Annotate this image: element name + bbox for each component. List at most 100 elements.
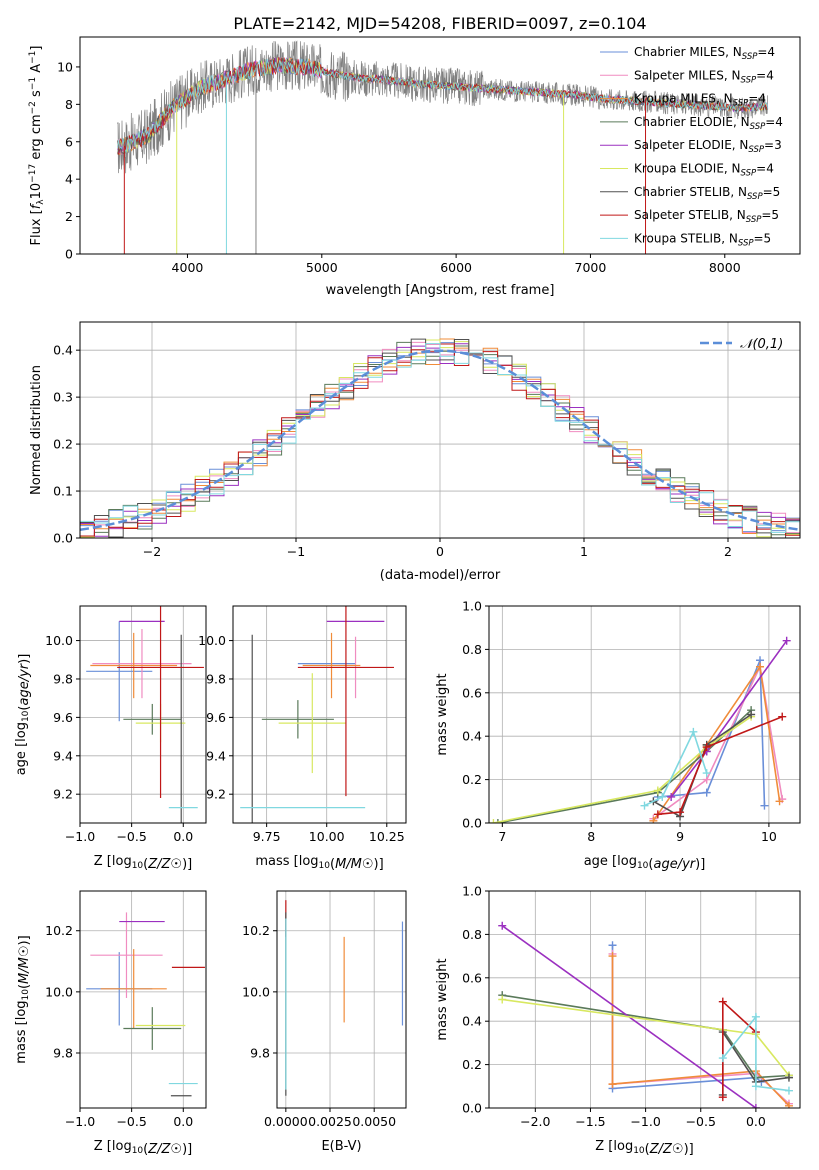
panel-6: 0.0000 0.0025 0.0050 9.8 10.0 10.2 E(B-V) bbox=[242, 890, 407, 1154]
panel-1: −2 −1 0 1 2 0.0 0.1 0.2 0.3 0.4 𝒩(0,1) (data-model)… bbox=[29, 321, 801, 583]
mass-weight-marker bbox=[489, 819, 498, 823]
x-tick-label: −1.0 bbox=[65, 1114, 95, 1129]
mass-weight-marker bbox=[676, 808, 685, 817]
legend-label: 𝒩(0,1) bbox=[740, 337, 783, 352]
mass-weight-marker bbox=[649, 816, 658, 823]
axes-frame bbox=[79, 890, 207, 1109]
x-tick-label: 0.0 bbox=[173, 1114, 193, 1129]
x-tick-label: 0.0050 bbox=[352, 1114, 396, 1129]
mass-weight-marker bbox=[778, 712, 787, 721]
legend-label: Kroupa ELODIE, NSSP=4 bbox=[634, 162, 774, 179]
x-tick-label: 9 bbox=[676, 829, 684, 844]
legend-label: Salpeter STELIB, NSSP=5 bbox=[634, 208, 779, 225]
mass-weight-marker bbox=[653, 810, 662, 819]
x-tick-label: 0.0 bbox=[173, 829, 193, 844]
y-tick-label: 9.8 bbox=[250, 1045, 270, 1060]
y-tick-label: 4 bbox=[65, 172, 73, 187]
mass-weight-line bbox=[652, 664, 781, 822]
y-tick-label: 0.4 bbox=[462, 1014, 482, 1029]
x-tick-label: 2 bbox=[724, 544, 732, 559]
y-axis-label: Normed distribution bbox=[29, 365, 44, 495]
y-tick-label: 0.2 bbox=[462, 1057, 482, 1072]
legend-label: Kroupa STELIB, NSSP=5 bbox=[634, 231, 771, 248]
x-axis-label: E(B-V) bbox=[321, 1139, 361, 1154]
x-axis-label: Z [log10(Z/Z☉)] bbox=[94, 854, 193, 872]
mass-weight-marker bbox=[784, 1086, 793, 1095]
mass-weight-marker bbox=[784, 1073, 793, 1082]
y-tick-label: 0.0 bbox=[53, 531, 73, 546]
panel-5: −1.0 −0.5 0.0 9.8 10.0 10.2 Z [log10(Z/Z☉)] mas… bbox=[14, 890, 207, 1157]
y-tick-label: 9.4 bbox=[53, 748, 73, 763]
mass-weight-line bbox=[652, 664, 783, 820]
mass-weight-marker bbox=[498, 921, 507, 930]
mass-weight-marker bbox=[702, 769, 711, 778]
y-tick-label: 6 bbox=[65, 134, 73, 149]
y-tick-label: 0.6 bbox=[462, 970, 482, 985]
mass-weight-marker bbox=[775, 797, 784, 806]
y-axis-label: age [log10(age/yr)] bbox=[14, 654, 32, 776]
y-tick-label: 10.0 bbox=[45, 633, 73, 648]
x-tick-label: 7 bbox=[498, 829, 506, 844]
y-tick-label: 0.1 bbox=[53, 484, 73, 499]
y-tick-label: 9.2 bbox=[53, 787, 73, 802]
y-tick-label: 10 bbox=[57, 59, 73, 74]
mass-weight-line bbox=[497, 709, 752, 823]
mass-weight-line bbox=[493, 716, 752, 823]
mass-weight-marker bbox=[784, 1101, 793, 1108]
y-tick-label: 0 bbox=[65, 247, 73, 262]
gaussian-curve bbox=[80, 349, 800, 532]
x-tick-label: 10 bbox=[761, 829, 777, 844]
y-tick-label: 10.2 bbox=[45, 923, 73, 938]
mass-weight-marker bbox=[702, 743, 711, 752]
x-tick-label: −1 bbox=[287, 544, 305, 559]
x-tick-label: −0.5 bbox=[686, 1114, 716, 1129]
panel-2: −1.0 −0.5 0.0 9.2 9.4 9.6 9.8 10.0 Z [log10(Z/Z☉… bbox=[14, 605, 207, 872]
y-tick-label: 10.0 bbox=[45, 984, 73, 999]
x-tick-label: 5000 bbox=[306, 260, 338, 275]
y-tick-label: 0.6 bbox=[462, 685, 482, 700]
x-tick-label: −1.0 bbox=[65, 829, 95, 844]
y-tick-label: 10.2 bbox=[242, 923, 270, 938]
axes-frame bbox=[488, 890, 801, 1109]
figure-title: PLATE=2142, MJD=54208, FIBERID=0097, z=0… bbox=[233, 14, 646, 33]
mass-weight-marker bbox=[608, 941, 617, 950]
plot-area bbox=[86, 606, 204, 823]
data-spectrum bbox=[117, 40, 768, 174]
x-axis-label: (data-model)/error bbox=[380, 568, 501, 583]
y-tick-label: 8 bbox=[65, 97, 73, 112]
y-tick-label: 2 bbox=[65, 209, 73, 224]
mass-weight-marker bbox=[751, 1104, 760, 1108]
panel-0: 4000 5000 6000 7000 8000 0 2 4 6 8 10 Chabrier MILE… bbox=[28, 36, 801, 298]
mass-weight-line bbox=[657, 715, 783, 816]
x-tick-label: 0.0025 bbox=[308, 1114, 352, 1129]
y-tick-label: 0.4 bbox=[53, 343, 73, 358]
mass-weight-line bbox=[722, 999, 757, 1098]
x-tick-label: 0.0 bbox=[746, 1114, 766, 1129]
plot-area bbox=[80, 338, 800, 538]
mass-weight-marker bbox=[498, 995, 507, 1004]
x-tick-label: −0.5 bbox=[116, 829, 146, 844]
histogram-step bbox=[80, 338, 800, 538]
x-tick-label: −1.5 bbox=[575, 1114, 605, 1129]
x-tick-label: −2.0 bbox=[520, 1114, 550, 1129]
y-tick-label: 0.8 bbox=[462, 642, 482, 657]
plot-area bbox=[285, 900, 404, 1096]
panel-4: 7 8 9 10 0.0 0.2 0.4 0.6 0.8 1.0 age [log10(age/yr… bbox=[435, 599, 801, 872]
panel-3: 9.75 10.00 10.25 9.2 9.4 9.6 9.8 10.0 mass [log1… bbox=[198, 605, 407, 872]
x-axis-label: Z [log10(Z/Z☉)] bbox=[94, 1139, 193, 1157]
mass-weight-line bbox=[502, 994, 790, 1079]
mass-weight-marker bbox=[493, 819, 502, 823]
x-tick-label: 7000 bbox=[575, 260, 607, 275]
y-axis-label: mass weight bbox=[435, 673, 450, 755]
mass-weight-marker bbox=[747, 710, 756, 719]
mass-weight-marker bbox=[751, 1082, 760, 1091]
x-axis-label: mass [log10(M/M☉)] bbox=[255, 854, 383, 872]
mass-weight-marker bbox=[702, 788, 711, 797]
y-tick-label: 0.8 bbox=[462, 927, 482, 942]
y-tick-label: 9.8 bbox=[206, 671, 226, 686]
y-tick-label: 0.2 bbox=[462, 772, 482, 787]
axes-frame bbox=[488, 605, 801, 824]
y-tick-label: 10.0 bbox=[198, 633, 226, 648]
